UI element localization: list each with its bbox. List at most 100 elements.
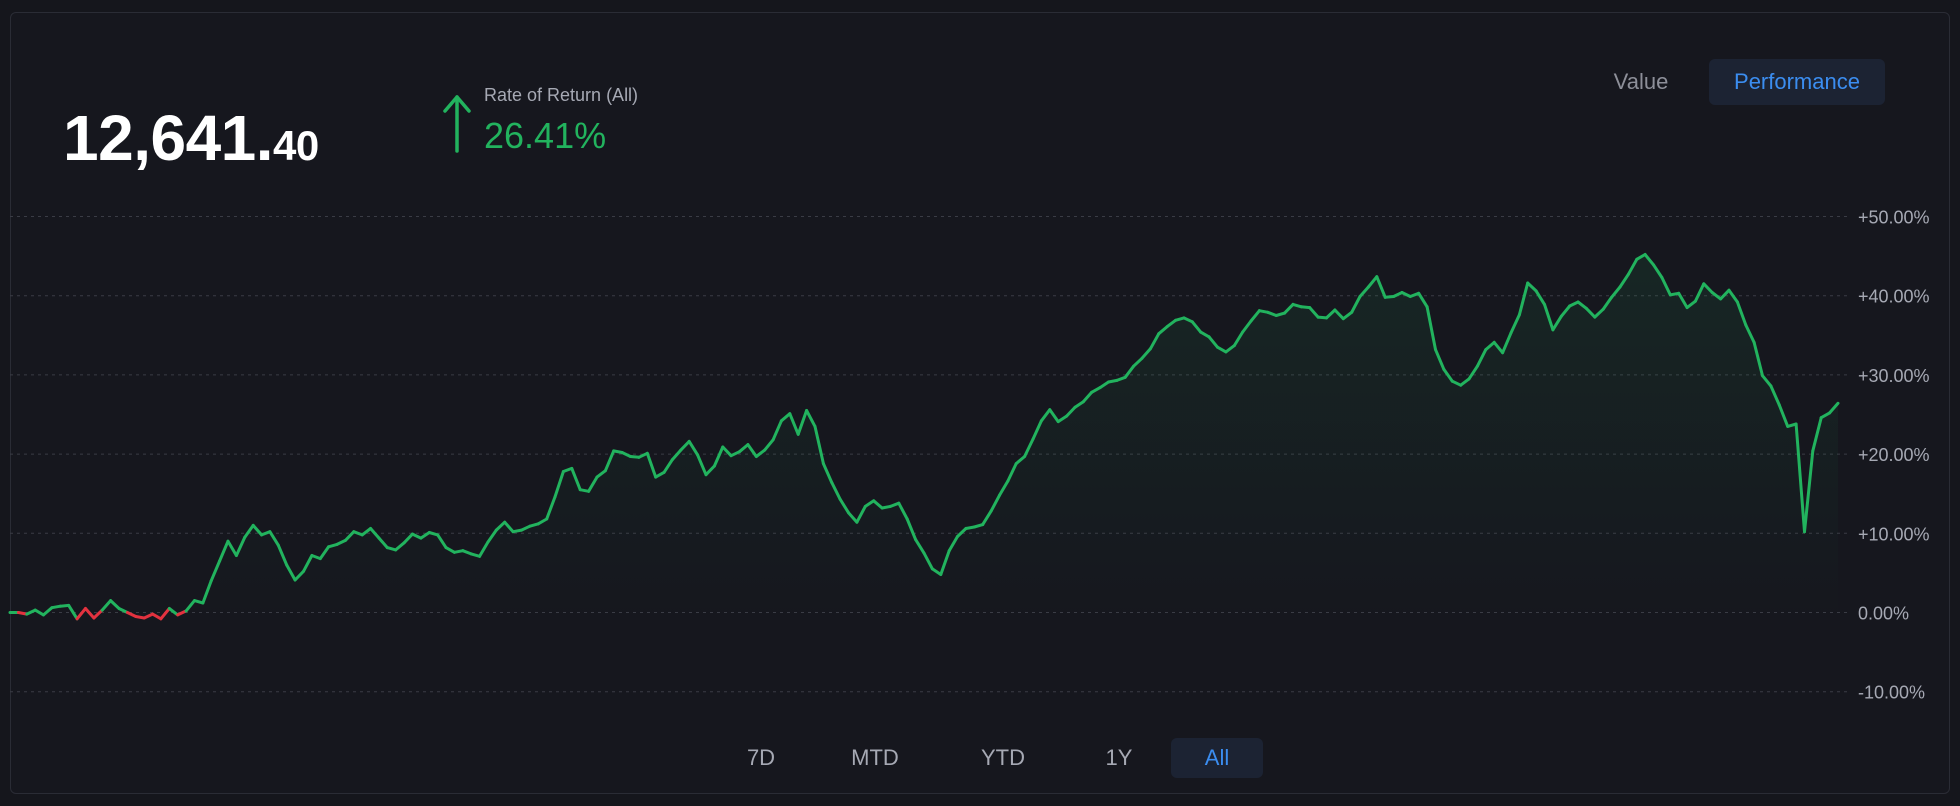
series-line-segment [1727,288,1739,304]
series-line-segment [302,554,314,573]
series-line-segment [1006,462,1018,483]
series-line-segment [595,469,607,479]
y-tick-label: +10.00% [1858,524,1930,544]
series-line-segment [721,445,733,458]
series-line-segment [343,530,356,542]
series-line-segment [377,536,389,550]
series-line-segment [67,603,79,621]
series-line-segment [117,607,129,614]
series-line-segment [872,499,884,510]
series-line-segment [1031,419,1043,441]
series-line-segment [33,608,45,617]
series-line-segment [771,419,783,442]
range-button-all[interactable]: All [1171,738,1263,778]
y-tick-label: +50.00% [1858,208,1930,228]
range-button-ytd[interactable]: YTD [981,745,1025,770]
series-line-segment [981,509,993,527]
series-line-segment [821,462,834,485]
series-line-segment [520,524,532,532]
series-line-segment [1534,289,1546,306]
series-line-segment [956,527,968,538]
series-line-segment [226,539,238,557]
range-button-1y[interactable]: 1Y [1105,745,1133,770]
series-line-segment [1148,332,1161,351]
series-line-segment [620,451,632,458]
series-line-segment [1719,288,1731,301]
series-line-segment [847,511,859,524]
series-line-segment [729,450,741,458]
series-line-segment [553,470,565,499]
series-line-segment [1803,449,1815,534]
series-line-segment [989,493,1001,513]
series-line-segment [1123,364,1136,379]
series-line-segment [151,612,163,621]
series-line-segment [779,412,792,423]
series-line-segment [234,535,247,557]
series-line-segment [1526,281,1538,293]
y-tick-label: 0.00% [1858,604,1909,624]
series-line-segment [268,530,280,547]
series-line-segment [42,606,54,617]
series-line-segment [1442,367,1454,383]
series-line-segment [1752,340,1764,378]
series-line-segment [1517,281,1530,317]
series-line-segment [1769,384,1781,407]
rate-of-return-value: 26.41% [484,115,607,156]
series-line-segment [1777,403,1790,428]
series-line-segment [1551,314,1563,332]
value-mode-button[interactable]: Value [1613,69,1669,94]
series-line-segment [1794,422,1806,534]
chart-series [8,253,1840,621]
series-line-segment [1165,318,1178,329]
series-line-segment [1157,325,1169,336]
series-line-segment [125,611,138,618]
series-line-segment [92,608,104,620]
series-line-segment [1819,411,1832,420]
series-line-segment [838,497,850,515]
series-line-segment [1065,405,1077,418]
series-line-segment [1216,345,1228,354]
series-line-segment [1232,330,1245,348]
series-line-segment [1249,309,1261,323]
series-line-segment [914,538,926,555]
series-line-segment [276,543,289,567]
series-line-segment [1207,335,1219,349]
series-line-segment [1593,307,1605,319]
series-line-segment [436,533,448,550]
y-tick-label: +40.00% [1858,287,1930,307]
series-line-segment [209,559,222,583]
series-line-segment [1392,291,1404,298]
series-line-segment [712,445,725,468]
series-line-segment [1811,416,1823,453]
series-line-segment [1434,348,1446,371]
range-button-7d[interactable]: 7D [746,745,776,770]
rate-of-return: Rate of Return (All) 26.41% [441,83,701,163]
series-line-segment [419,531,431,540]
series-line-segment [1241,319,1253,334]
series-line-segment [1467,364,1479,381]
series-line-segment [654,470,666,479]
series-line-segment [1710,291,1723,301]
series-line-segment [788,412,800,436]
range-button-mtd[interactable]: MTD [851,745,899,770]
performance-mode-button[interactable]: Performance [1709,59,1885,105]
series-line-segment [1081,390,1094,404]
series-line-segment [1635,253,1647,261]
series-line-segment [494,520,507,532]
series-line-segment [662,458,674,474]
series-line-segment [1652,263,1664,279]
series-line-segment [1576,300,1588,310]
series-line-segment [1744,323,1756,344]
series-line-segment [1618,272,1630,289]
series-line-segment [1333,308,1345,321]
time-range-selector: 7D MTD YTD 1Y All [711,738,1263,778]
series-line-segment [1643,253,1655,267]
series-line-segment [704,464,716,477]
series-line-segment [1283,302,1295,315]
series-line-segment [1475,348,1488,368]
series-line-segment [1023,437,1035,458]
series-line-segment [360,527,373,537]
series-line-segment [796,409,809,436]
series-line-segment [763,438,775,452]
balance-integer: 12,641. [63,102,274,174]
